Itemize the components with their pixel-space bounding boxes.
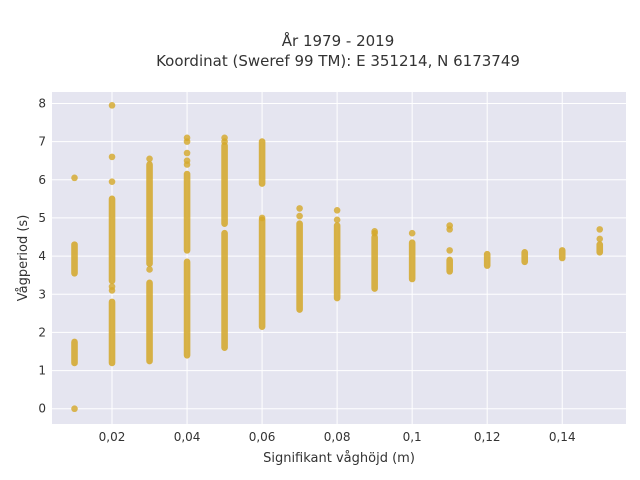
data-point-cluster [408, 239, 416, 283]
y-tick-label: 2 [38, 325, 46, 339]
y-tick-label: 7 [38, 135, 46, 149]
data-point [446, 247, 453, 254]
data-point [108, 178, 116, 185]
x-tick-label: 0,04 [174, 430, 201, 444]
data-point-cluster [446, 256, 453, 275]
data-point [446, 222, 453, 229]
data-point-cluster [183, 170, 191, 254]
data-point-cluster [221, 229, 228, 351]
data-point [333, 206, 341, 214]
data-point-cluster [333, 222, 341, 302]
x-tick-label: 0,12 [474, 430, 501, 444]
data-point [146, 266, 153, 273]
y-axis-label: Vågperiod (s) [16, 215, 31, 302]
data-point [146, 155, 153, 163]
data-point-cluster [483, 250, 491, 269]
data-point [108, 153, 116, 161]
data-point-cluster [371, 233, 378, 292]
data-point [71, 174, 78, 182]
data-point-cluster [596, 241, 604, 256]
y-tick-label: 4 [38, 249, 46, 263]
data-point [221, 134, 228, 142]
data-point [71, 405, 78, 413]
chart-title-line-1: År 1979 - 2019 [282, 31, 395, 50]
x-tick-label: 0,02 [99, 430, 126, 444]
data-point-cluster [521, 248, 529, 266]
data-point-cluster [146, 279, 153, 365]
x-tick-label: 0,08 [324, 430, 351, 444]
data-point [296, 205, 303, 212]
data-point [108, 283, 116, 290]
y-tick-label: 8 [38, 96, 46, 110]
chart-title-line-2: Koordinat (Sweref 99 TM): E 351214, N 61… [156, 52, 520, 70]
y-tick-label: 0 [38, 402, 46, 416]
y-tick-label: 5 [38, 211, 46, 225]
y-tick-label: 3 [38, 287, 46, 301]
data-point [183, 134, 191, 142]
data-point [333, 216, 341, 224]
data-point-cluster [108, 298, 116, 367]
data-point-cluster [221, 142, 228, 227]
data-point [183, 157, 191, 164]
x-axis-ticks: 0,02 0,04 0,06 0,08 0,1 0,12 0,14 [99, 430, 576, 444]
x-axis-label: Signifikant våghöjd (m) [263, 451, 415, 466]
data-point-cluster [71, 241, 78, 277]
x-tick-label: 0,14 [549, 430, 576, 444]
data-point-cluster [183, 258, 191, 359]
y-axis-ticks: 0 1 2 3 4 5 6 7 8 [38, 96, 46, 415]
data-point-cluster [296, 220, 303, 313]
data-point-cluster [108, 195, 116, 285]
data-point [296, 212, 303, 220]
data-point [183, 149, 191, 157]
data-point-cluster [146, 161, 153, 268]
data-point [408, 229, 416, 237]
x-tick-label: 0,06 [249, 430, 276, 444]
x-tick-label: 0,1 [403, 430, 422, 444]
data-point [596, 235, 604, 243]
data-point-cluster [258, 138, 266, 187]
data-points [71, 102, 604, 413]
y-tick-label: 1 [38, 364, 46, 378]
data-point-cluster [258, 216, 266, 330]
data-point [258, 214, 266, 222]
data-point-cluster [71, 338, 78, 367]
data-point-cluster [558, 247, 566, 262]
data-point [108, 102, 116, 109]
data-point [596, 226, 604, 233]
data-point [371, 227, 378, 235]
y-tick-label: 6 [38, 173, 46, 187]
